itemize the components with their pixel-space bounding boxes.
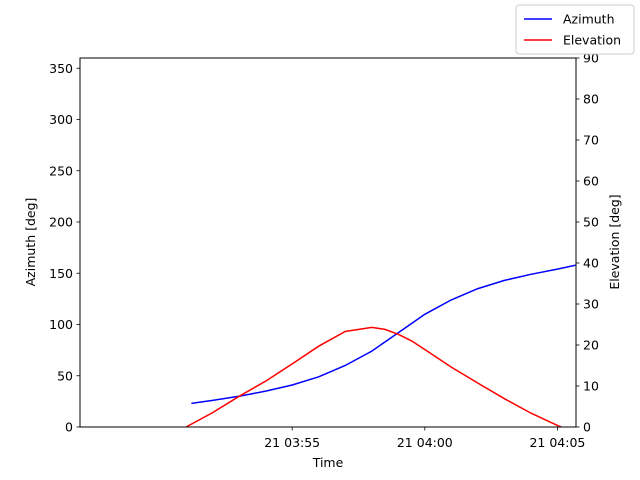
left-tick-label: 300	[49, 112, 73, 127]
right-tick-label: 20	[583, 338, 599, 353]
legend-label-elevation: Elevation	[563, 33, 621, 48]
x-axis: 21 03:55 21 04:00 21 04:05	[264, 427, 585, 450]
legend-box	[515, 4, 635, 55]
legend-label-azimuth: Azimuth	[563, 12, 615, 27]
x-tick-label: 21 04:00	[397, 435, 453, 450]
left-axis: 0 50 100 150 200 250 300 350	[49, 61, 80, 435]
series-layer	[185, 264, 576, 427]
right-tick-label: 30	[583, 297, 599, 312]
left-tick-label: 250	[49, 163, 73, 178]
right-tick-label: 50	[583, 215, 599, 230]
right-tick-label: 40	[583, 256, 599, 271]
right-tick-label: 10	[583, 379, 599, 394]
right-tick-label: 80	[583, 92, 599, 107]
left-tick-label: 50	[57, 368, 73, 383]
right-tick-label: 60	[583, 174, 599, 189]
x-axis-label: Time	[312, 455, 344, 470]
series-line-elevation	[185, 326, 564, 427]
left-tick-label: 150	[49, 266, 73, 281]
right-tick-label: 70	[583, 133, 599, 148]
series-line-azimuth	[191, 264, 576, 405]
legend: Azimuth Elevation	[515, 4, 635, 55]
right-axis-label: Elevation [deg]	[607, 194, 622, 289]
left-axis-label: Azimuth [deg]	[23, 198, 38, 287]
left-tick-label: 200	[49, 215, 73, 230]
left-tick-label: 100	[49, 317, 73, 332]
right-tick-label: 0	[583, 420, 591, 435]
left-tick-label: 0	[65, 420, 73, 435]
left-tick-label: 350	[49, 61, 73, 76]
x-tick-label: 21 03:55	[264, 435, 320, 450]
plot-frame	[79, 57, 577, 428]
x-tick-label: 21 04:05	[529, 435, 585, 450]
